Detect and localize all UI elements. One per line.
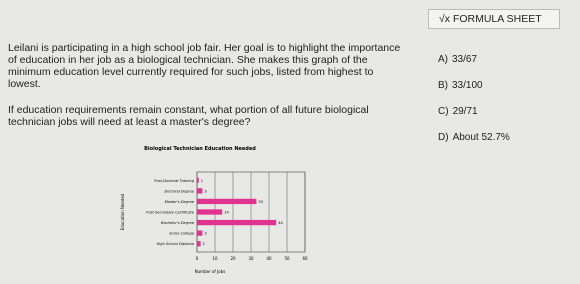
chart: Biological Technician Education Needed N…: [120, 146, 308, 274]
choice-text: About 52.7%: [452, 132, 510, 143]
bar: [197, 241, 201, 247]
choice[interactable]: A) 33/67: [438, 54, 510, 80]
y-tick-label: Post-Secondary Certificate: [146, 211, 195, 215]
bar: [197, 219, 277, 226]
y-tick-label: Some College: [169, 232, 195, 236]
y-tick-label: Master's Degree: [165, 200, 195, 204]
question: Leilani is participating in a high schoo…: [8, 42, 403, 142]
x-tick-label: 40: [266, 256, 272, 261]
y-tick-label: Post-Doctoral Training: [154, 179, 194, 183]
bar: [197, 188, 203, 194]
bar: [197, 198, 257, 205]
y-tick-label: Bachelor's Degree: [161, 221, 195, 225]
data-label: 1: [201, 179, 203, 183]
formula-button[interactable]: √x FORMULA SHEET: [428, 9, 560, 29]
x-tick-label: 60: [302, 256, 308, 261]
data-label: 33: [258, 200, 263, 204]
choice[interactable]: C) 29/71: [438, 106, 510, 132]
choice-letter: C): [438, 106, 449, 117]
question-text: If education requirements remain constan…: [8, 104, 369, 128]
bar: [197, 230, 203, 236]
bar: [197, 209, 223, 215]
choice-letter: B): [438, 80, 448, 91]
x-tick-label: 10: [212, 256, 218, 261]
choice[interactable]: D) About 52.7%: [438, 132, 510, 158]
y-tick-label: High School Diploma: [157, 242, 194, 246]
data-label: 2: [203, 242, 205, 246]
x-axis-label: Number of Jobs: [195, 269, 226, 274]
x-tick-label: 20: [230, 256, 236, 261]
question-text: Leilani is participating in a high schoo…: [8, 42, 401, 90]
choice-letter: A): [438, 54, 448, 65]
y-axis-label: Education Needed: [120, 193, 125, 230]
choice-text: 33/67: [452, 54, 478, 65]
x-tick-label: 0: [196, 256, 199, 261]
choice-text: 29/71: [452, 106, 478, 117]
formula-icon: √x: [439, 13, 451, 25]
chart-title: Biological Technician Education Needed: [144, 146, 256, 152]
data-label: 44: [278, 221, 283, 225]
choices: A) 33/67 B) 33/100 C) 29/71 D) About 52.7%: [438, 54, 510, 158]
x-tick-label: 50: [284, 256, 290, 261]
choice-letter: D): [438, 132, 449, 143]
y-tick-label: Doctoral Degree: [164, 189, 194, 193]
choice[interactable]: B) 33/100: [438, 80, 510, 106]
data-label: 14: [224, 211, 229, 215]
data-label: 3: [204, 232, 206, 236]
data-label: 3: [204, 189, 206, 193]
choice-text: 33/100: [452, 80, 483, 91]
x-tick-label: 30: [248, 256, 254, 261]
bar: [197, 177, 199, 183]
formula-label: FORMULA SHEET: [452, 13, 542, 25]
